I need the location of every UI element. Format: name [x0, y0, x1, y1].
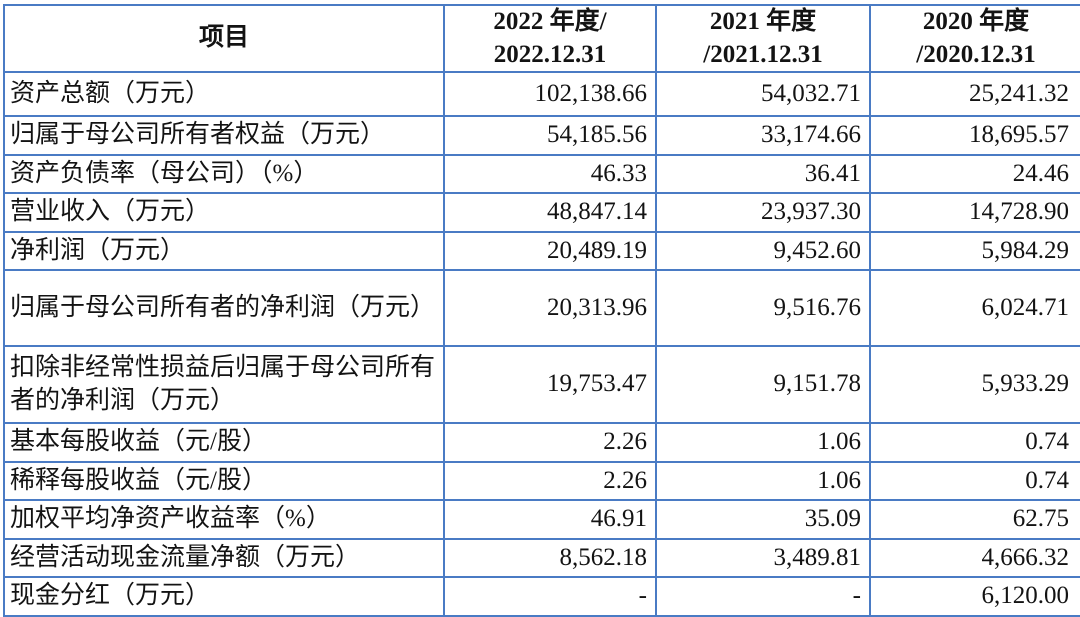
column-header-2022: 2022 年度/ 2022.12.31	[443, 4, 657, 73]
row-label: 净利润（万元）	[3, 230, 445, 271]
row-label: 扣除非经常性损益后归属于母公司所有者的净利润（万元）	[3, 345, 445, 424]
row-label: 现金分红（万元）	[3, 576, 445, 617]
table-row-net-profit: 净利润（万元） 20,489.19 9,452.60 5,984.29	[3, 230, 1080, 271]
value-2020: 5,933.29	[869, 345, 1080, 424]
table-header-row: 项目 2022 年度/ 2022.12.31 2021 年度 /2021.12.…	[3, 4, 1080, 73]
table-row-total-assets: 资产总额（万元） 102,138.66 54,032.71 25,241.32	[3, 71, 1080, 117]
table-row-basic-eps: 基本每股收益（元/股） 2.26 1.06 0.74	[3, 422, 1080, 463]
row-label: 稀释每股收益（元/股）	[3, 460, 445, 501]
value-2020: 6,120.00	[869, 576, 1080, 617]
value-2021: 9.23	[655, 614, 871, 617]
column-header-2020-line2: /2020.12.31	[916, 40, 1036, 68]
column-header-item: 项目	[3, 4, 445, 73]
value-2020: 25,241.32	[869, 71, 1080, 117]
financial-summary-table: 项目 2022 年度/ 2022.12.31 2021 年度 /2021.12.…	[3, 4, 1080, 617]
value-2020: 24.46	[869, 153, 1080, 194]
value-2020: 4,666.32	[869, 537, 1080, 578]
value-2022: 19,753.47	[443, 345, 657, 424]
column-header-2022-line2: 2022.12.31	[493, 40, 607, 68]
row-label: 归属于母公司所有者的净利润（万元）	[3, 269, 445, 347]
value-2022: 48,847.14	[443, 192, 657, 233]
value-2021: 9,516.76	[655, 269, 871, 347]
value-2022: 2.26	[443, 460, 657, 501]
value-2020: 6,024.71	[869, 269, 1080, 347]
row-label: 资产负债率（母公司）（%）	[3, 153, 445, 194]
value-2021: 35.09	[655, 499, 871, 540]
value-2020: 0.74	[869, 422, 1080, 463]
row-label: 加权平均净资产收益率（%）	[3, 499, 445, 540]
column-header-2021-line1: 2021 年度	[709, 8, 817, 35]
table-row-debt-ratio: 资产负债率（母公司）（%） 46.33 36.41 24.46	[3, 153, 1080, 194]
value-2022: -	[443, 576, 657, 617]
value-2021: 1.06	[655, 422, 871, 463]
value-2022: 20,313.96	[443, 269, 657, 347]
value-2022: 102,138.66	[443, 71, 657, 117]
value-2022: 8.22	[443, 614, 657, 617]
table-row-cash-dividend: 现金分红（万元） - - 6,120.00	[3, 576, 1080, 617]
table-row-operating-revenue: 营业收入（万元） 48,847.14 23,937.30 14,728.90	[3, 192, 1080, 233]
value-2021: -	[655, 576, 871, 617]
value-2021: 3,489.81	[655, 537, 871, 578]
value-2021: 9,452.60	[655, 230, 871, 271]
column-header-2020: 2020 年度 /2020.12.31	[869, 4, 1080, 73]
value-2021: 23,937.30	[655, 192, 871, 233]
value-2022: 20,489.19	[443, 230, 657, 271]
column-header-2021-line2: /2021.12.31	[703, 40, 823, 68]
column-header-2021: 2021 年度 /2021.12.31	[655, 4, 871, 73]
table-row-rd-revenue-ratio: 研发投入占营业收入比例（%） 8.22 9.23 6.18	[3, 614, 1080, 617]
value-2021: 9,151.78	[655, 345, 871, 424]
value-2022: 46.91	[443, 499, 657, 540]
value-2022: 8,562.18	[443, 537, 657, 578]
table-row-deducted-net-profit: 扣除非经常性损益后归属于母公司所有者的净利润（万元） 19,753.47 9,1…	[3, 345, 1080, 424]
column-header-2022-line1: 2022 年度/	[493, 8, 607, 35]
table-row-weighted-roe: 加权平均净资产收益率（%） 46.91 35.09 62.75	[3, 499, 1080, 540]
value-2022: 54,185.56	[443, 115, 657, 156]
table-row-diluted-eps: 稀释每股收益（元/股） 2.26 1.06 0.74	[3, 460, 1080, 501]
row-label: 营业收入（万元）	[3, 192, 445, 233]
value-2020: 18,695.57	[869, 115, 1080, 156]
value-2020: 14,728.90	[869, 192, 1080, 233]
row-label: 经营活动现金流量净额（万元）	[3, 537, 445, 578]
value-2020: 5,984.29	[869, 230, 1080, 271]
value-2021: 36.41	[655, 153, 871, 194]
column-header-2020-line1: 2020 年度	[922, 8, 1030, 35]
table-row-parent-equity: 归属于母公司所有者权益（万元） 54,185.56 33,174.66 18,6…	[3, 115, 1080, 156]
value-2020: 6.18	[869, 614, 1080, 617]
value-2021: 33,174.66	[655, 115, 871, 156]
value-2020: 0.74	[869, 460, 1080, 501]
value-2021: 54,032.71	[655, 71, 871, 117]
row-label: 归属于母公司所有者权益（万元）	[3, 115, 445, 156]
value-2022: 46.33	[443, 153, 657, 194]
table-row-parent-net-profit: 归属于母公司所有者的净利润（万元） 20,313.96 9,516.76 6,0…	[3, 269, 1080, 347]
value-2020: 62.75	[869, 499, 1080, 540]
row-label: 研发投入占营业收入比例（%）	[3, 614, 445, 617]
table-row-operating-cash-flow: 经营活动现金流量净额（万元） 8,562.18 3,489.81 4,666.3…	[3, 537, 1080, 578]
value-2022: 2.26	[443, 422, 657, 463]
row-label: 资产总额（万元）	[3, 71, 445, 117]
value-2021: 1.06	[655, 460, 871, 501]
row-label: 基本每股收益（元/股）	[3, 422, 445, 463]
